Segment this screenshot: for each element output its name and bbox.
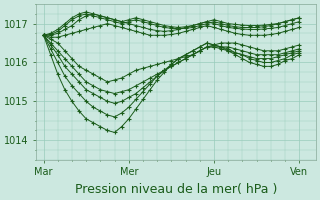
- X-axis label: Pression niveau de la mer( hPa ): Pression niveau de la mer( hPa ): [75, 183, 277, 196]
